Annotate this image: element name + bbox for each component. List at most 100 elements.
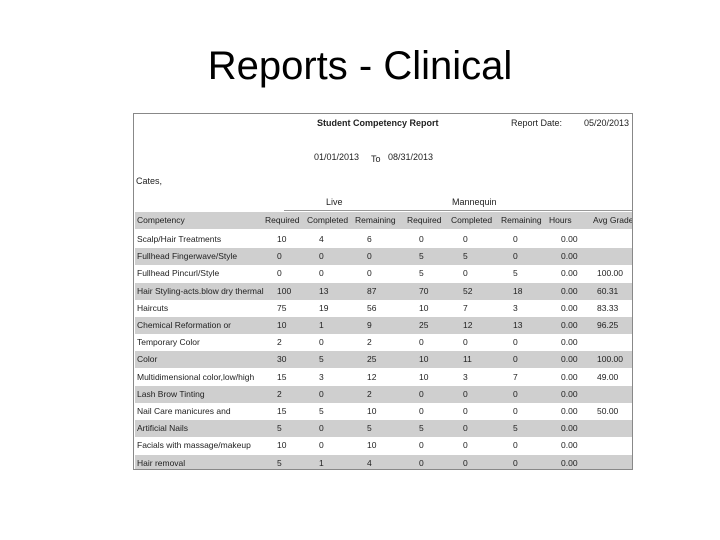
divider [284,210,632,211]
column-header: Remaining [355,215,396,225]
cell-value: 0 [513,440,518,451]
cell-value: 56 [367,302,377,313]
cell-value: 0 [419,234,424,244]
cell-value: 0.00 [561,423,578,434]
cell-value: 2 [367,388,372,399]
table-row: Artificial Nails 5 0 5 5 0 5 0.00 [135,420,632,438]
cell-value: 0.00 [561,251,578,262]
cell-value: 3 [463,371,468,382]
cell-value: 2 [367,337,372,348]
date-to: 08/31/2013 [388,152,434,162]
cell-value: 0 [367,251,372,262]
cell-value: 0 [419,406,424,416]
competency: Haircuts [137,302,169,313]
cell-value: 0.00 [561,440,578,451]
cell-value: 5 [513,423,518,434]
column-header: Avg Grade [593,215,633,225]
cell-value: 0 [367,268,372,279]
cell-value: 5 [513,268,518,279]
cell-value: 10 [419,371,429,382]
cell-value: 0 [463,268,468,279]
cell-value: 0 [319,388,324,399]
cell-value: 0 [277,268,282,279]
cell-value: 0 [513,234,518,244]
cell-value: 30 [277,354,287,365]
header-row: Competency Required Completed Remaining Requ… [135,212,632,229]
cell-value: 5 [419,423,424,434]
cell-value: 49.00 [597,371,619,382]
cell-value: 2 [277,337,282,348]
cell-value: 0 [419,457,424,468]
table-row: Temporary Color 2 0 2 0 0 0 0.00 [135,334,632,351]
competency: Hair Styling-acts.blow dry thermal [137,285,264,296]
cell-value: 5 [277,423,282,434]
cell-value: 0 [513,354,518,365]
cell-value: 0.00 [561,268,578,279]
cell-value: 0 [463,440,468,451]
cell-value: 1 [319,320,324,330]
table-row: Hair removal 5 1 4 0 0 0 0.00 [135,454,632,469]
date-to-label: To [371,154,381,164]
cell-value: 11 [463,354,472,365]
cell-value: 0 [463,337,468,348]
cell-value: 1 [319,457,324,468]
cell-value: 0 [463,388,468,399]
cell-value: 0 [463,423,468,434]
cell-value: 7 [513,371,518,382]
cell-value: 25 [419,320,429,330]
cell-value: 10 [277,234,287,244]
cell-value: 0.00 [561,320,578,330]
table-row: Haircuts 75 19 56 10 7 3 0.00 83.33 [135,300,632,317]
cell-value: 0 [513,388,518,399]
cell-value: 10 [277,440,287,451]
cell-value: 3 [319,371,324,382]
cell-value: 5 [419,268,424,279]
cell-value: 10 [367,440,377,451]
cell-value: 6 [367,234,372,244]
cell-value: 15 [277,371,287,382]
competency: Artificial Nails [137,423,189,434]
competency: Lash Brow Tinting [137,388,205,399]
cell-value: 7 [463,302,468,313]
competency: Multidimensional color,low/high [137,371,255,382]
competency: Nail Care manicures and [137,406,231,416]
cell-value: 0 [513,406,518,416]
cell-value: 0 [419,337,424,348]
cell-value: 5 [319,406,324,416]
cell-value: 60.31 [597,285,619,296]
column-header: Competency [137,215,185,225]
column-header: Remaining [501,215,542,225]
report-date: 05/20/2013 [584,118,630,128]
table-row: Multidimensional color,low/high 15 3 12 10 3 7… [135,369,632,386]
competency: Facials with massage/makeup [137,440,251,451]
cell-value: 10 [367,406,377,416]
table-row: Facials with massage/makeup 10 0 10 0 0 0 0.00 [135,437,632,454]
cell-value: 0 [319,423,324,434]
cell-value: 12 [367,371,377,382]
cell-value: 96.25 [597,320,619,330]
cell-value: 0.00 [561,302,578,313]
cell-value: 2 [277,388,282,399]
cell-value: 4 [319,234,324,244]
group-header: Mannequin [452,197,497,207]
competency: Scalp/Hair Treatments [137,234,222,244]
competency: Fullhead Pincurl/Style [137,268,220,279]
cell-value: 15 [277,406,287,416]
cell-value: 100.00 [597,268,623,279]
cell-value: 0.00 [561,234,578,244]
cell-value: 0 [463,457,468,468]
cell-value: 0.00 [561,285,578,296]
cell-value: 52 [463,285,473,296]
cell-value: 0.00 [561,406,578,416]
column-header: Hours [549,215,572,225]
column-header: Required [265,215,300,225]
table-row: Lash Brow Tinting 2 0 2 0 0 0 0.00 [135,385,632,403]
cell-value: 0 [319,337,324,348]
cell-value: 25 [367,354,377,365]
cell-value: 0 [419,440,424,451]
table-row: Fullhead Pincurl/Style 0 0 0 5 0 5 0.00 100.00 [135,265,632,282]
cell-value: 83.33 [597,302,619,313]
cell-value: 9 [367,320,372,330]
cell-value: 0 [463,406,468,416]
